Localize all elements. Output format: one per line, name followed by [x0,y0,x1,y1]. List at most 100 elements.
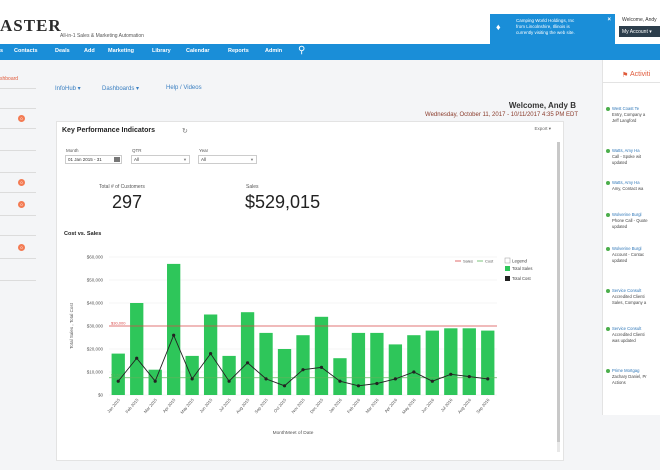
legend-entry: Total Cost [512,276,531,281]
point-total-cost [486,377,490,381]
divider [0,88,36,89]
nav-item-admin[interactable]: Admin [265,48,283,54]
divider [0,128,36,129]
x-tick-label: Mar 2016 [364,397,380,414]
visitor-notice[interactable]: ♦ Camping World Holdings, Inc from Linco… [490,14,615,47]
nav-item-calendar[interactable]: Calendar [186,48,210,54]
y-axis-label: Total Sales , Total Cost [69,302,74,348]
bar-total-sales [462,328,476,395]
activity-text: Account - Contac [612,252,645,257]
filter-label-year: Year [199,148,209,153]
activity-item[interactable]: Prime Mortgag Zachary Daniel, Pr Actions [606,368,660,386]
welcome-title: Welcome, Andy B [508,101,576,110]
tagline: All-in-1 Sales & Marketing Automation [60,33,144,39]
activity-item[interactable]: Wolverine Burgl Account - Contac updated [606,246,660,264]
chevron-down-icon: ▼ [183,157,187,162]
current-datetime: Wednesday, October 11, 2017 - 10/11/2017… [425,112,578,118]
sidebar-count-badge[interactable]: 0 [18,179,25,186]
activity-item[interactable]: Service Consult Accredited Clienti was upd… [606,326,660,344]
activity-text: was updated [612,338,636,343]
sidebar-title[interactable]: shboard [0,76,19,82]
point-total-cost [245,361,250,365]
point-total-cost [172,333,176,337]
y-tick-label: $40,000 [87,301,104,306]
activity-link[interactable]: West Coast Te [612,106,640,111]
activity-item[interactable]: West Coast Te Entry, Company a Jeff Langfo… [606,106,660,124]
bar-total-sales [111,353,125,395]
x-tick-label: Feb 2016 [346,397,362,414]
x-tick-label: Jan 2016 [328,397,343,414]
bar-total-sales [240,312,255,395]
subnav-help-videos[interactable]: Help / Videos [166,85,202,91]
export-button[interactable]: Export ▾ [534,126,551,131]
activity-link[interactable]: Service Consult [612,288,642,293]
qtr-filter-value: All [134,157,140,162]
notice-line: from Lincolnshire, Illinois is [516,24,570,29]
x-tick-label: Apr 2016 [383,397,398,414]
activities-title: Activiti [630,71,651,78]
x-tick-label: Apr 2015 [162,397,177,414]
scrollbar-thumb[interactable] [557,142,560,442]
nav-item-marketing[interactable]: Marketing [108,48,134,54]
sidebar-count-badge[interactable]: 0 [18,201,25,208]
year-filter-value: All [201,157,207,162]
divider [0,235,36,236]
notice-line: currently visiting the web site. [516,30,575,35]
activities-header: ⚑ Activiti [602,69,660,83]
sidebar-count-badge[interactable]: 0 [18,115,25,122]
nav-item-dashboards[interactable]: s [0,48,4,54]
activity-link[interactable]: Prime Mortgag [612,368,640,373]
activity-text: Accredited Clienti [612,294,645,299]
point-total-cost [356,384,361,388]
bar-total-sales [185,355,199,395]
divider [0,108,36,109]
nav-item-contacts[interactable]: Contacts [14,48,38,54]
activity-link[interactable]: Watts, Amy Ha [612,180,640,185]
point-total-cost [338,379,342,383]
divider [0,172,36,173]
subnav-dashboards[interactable]: Dashboards ▾ [102,86,140,92]
nav-item-library[interactable]: Library [152,48,171,54]
activity-text: updated [612,258,628,263]
status-dot-icon [606,213,610,217]
activity-item[interactable]: Wolverine Burgl Phone Call - Quote updated [606,212,660,230]
year-filter[interactable]: All ▼ [198,155,257,164]
activity-link[interactable]: Wolverine Burgl [612,246,642,251]
activity-text: Sales, Company a [612,300,647,305]
sidebar-count-badge[interactable]: 0 [18,244,25,251]
activity-link[interactable]: Watts, Amy Ha [612,148,640,153]
activity-item[interactable]: Watts, Amy Ha Amy, Contact wa [606,180,660,192]
month-filter[interactable]: 01 Jan 2015 - 31 [65,155,122,164]
main-nav: s Contacts Deals Add Marketing Library C… [0,44,660,60]
divider [0,215,36,216]
search-icon[interactable]: ⚲ [298,45,306,56]
bar-total-sales [407,335,421,395]
activity-link[interactable]: Service Consult [612,326,642,331]
legend-title: Legend [512,259,528,264]
activity-item[interactable]: Service Consult Accredited Clienti Sales, … [606,288,660,306]
metric-label-sales: Sales [246,184,259,190]
calendar-icon[interactable] [114,157,120,162]
my-account-button[interactable]: My Account ▾ [619,26,660,37]
activity-link[interactable]: Wolverine Burgl [612,212,642,217]
qtr-filter[interactable]: All ▼ [131,155,190,164]
logo[interactable]: ASTER [0,16,62,35]
x-tick-label: Aug 2015 [235,397,251,414]
activity-text: Phone Call - Quote [612,218,648,223]
nav-item-deals[interactable]: Deals [55,48,70,54]
point-total-cost [264,377,268,381]
activity-item[interactable]: Watts, Amy Ha Call - Spoke wit updated [606,148,660,166]
point-total-cost [393,377,397,381]
nav-item-add[interactable]: Add [84,48,95,54]
nav-item-reports[interactable]: Reports [228,48,249,54]
refresh-icon[interactable]: ↻ [182,128,188,135]
point-total-cost [135,356,139,360]
point-total-cost [190,377,194,381]
point-total-cost [430,379,434,383]
subnav-infohub[interactable]: InfoHub ▾ [55,86,81,92]
close-icon[interactable]: × [607,17,611,23]
bar-total-sales [222,355,236,395]
bar-total-sales [333,358,347,395]
activity-text: Entry, Company a [612,112,646,117]
